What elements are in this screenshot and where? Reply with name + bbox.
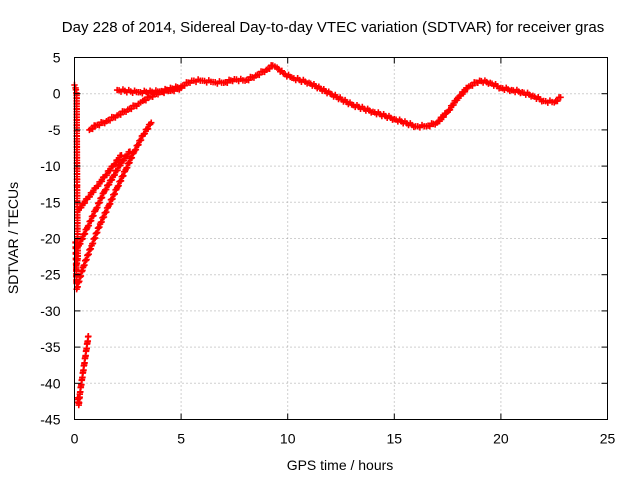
x-tick-label: 25 xyxy=(600,431,616,447)
data-point xyxy=(118,152,125,159)
y-tick-label: -35 xyxy=(40,339,60,355)
data-point-interp xyxy=(86,193,93,200)
y-tick-label: -20 xyxy=(40,231,60,247)
data-point-interp xyxy=(144,125,152,132)
data-point-interp xyxy=(81,199,89,207)
data-point xyxy=(72,238,79,246)
y-tick-label: -45 xyxy=(40,412,60,428)
data-point-interp xyxy=(107,167,114,174)
x-tick-label: 15 xyxy=(387,431,403,447)
data-point-interp xyxy=(554,97,561,105)
data-point-interp xyxy=(120,157,128,164)
data-point-interp xyxy=(256,71,263,79)
y-tick-label: 5 xyxy=(53,50,61,66)
x-tick-label: 20 xyxy=(493,431,509,447)
data-point-interp xyxy=(117,111,124,118)
data-point-interp xyxy=(137,136,145,144)
data-point-interp xyxy=(436,117,443,125)
x-tick-label: 5 xyxy=(177,431,185,447)
data-point xyxy=(557,94,564,101)
series-main-arc xyxy=(113,62,564,131)
chart-title: Day 228 of 2014, Sidereal Day-to-day VTE… xyxy=(62,19,604,36)
data-point-interp xyxy=(90,188,97,196)
data-point-interp xyxy=(115,156,123,163)
data-point-interp xyxy=(135,141,142,149)
data-point-interp xyxy=(103,171,110,179)
y-tick-label: -30 xyxy=(40,303,60,319)
x-tick-label: 0 xyxy=(71,431,79,447)
y-tick-label: -25 xyxy=(40,267,60,283)
series-descent-band-2 xyxy=(75,148,134,249)
series-rising-arc xyxy=(86,84,185,134)
data-point-interp xyxy=(450,101,457,109)
data-point xyxy=(85,333,92,340)
y-tick-label: -10 xyxy=(40,158,60,174)
series-low-cluster xyxy=(74,333,92,409)
data-point-interp xyxy=(114,166,121,174)
data-layer xyxy=(71,62,564,409)
x-tick-label: 10 xyxy=(280,431,296,447)
series-descent-band-1 xyxy=(73,119,155,293)
y-axis-label: SDTVAR / TECUs xyxy=(5,182,21,294)
y-tick-label: -5 xyxy=(48,122,61,138)
data-point-interp xyxy=(103,186,110,193)
data-point xyxy=(148,119,155,126)
data-point-interp xyxy=(457,92,465,100)
data-point xyxy=(126,148,134,155)
series-scattered-points xyxy=(71,81,81,287)
data-point-interp xyxy=(469,82,476,89)
y-tick-label: -40 xyxy=(40,375,60,391)
data-point-interp xyxy=(106,117,114,124)
data-point-interp xyxy=(266,65,273,73)
data-point-interp xyxy=(181,82,188,89)
data-point-interp xyxy=(105,181,113,188)
x-axis-label: GPS time / hours xyxy=(287,457,394,473)
data-point-interp xyxy=(141,130,149,137)
data-point-interp xyxy=(95,182,102,190)
data-point-interp xyxy=(98,178,106,185)
series-descent-band-3 xyxy=(75,152,125,213)
data-point-interp xyxy=(111,171,118,179)
data-point-interp xyxy=(132,146,140,153)
data-point xyxy=(177,84,185,92)
data-point-interp xyxy=(128,105,135,113)
tick-layer: 0 5 10 15 20 25 5 0 -5 -10 -15 -20 -25 -30 -35 -40 -45 xyxy=(40,50,615,447)
data-point-interp xyxy=(112,160,119,168)
data-point-interp xyxy=(461,88,469,95)
data-point-interp xyxy=(89,125,96,133)
data-point-interp xyxy=(142,97,150,104)
y-tick-label: -15 xyxy=(40,194,60,210)
data-point-interp xyxy=(245,76,252,84)
data-point-interp xyxy=(124,152,131,160)
y-tick-label: 0 xyxy=(53,86,61,102)
data-point-interp xyxy=(440,113,447,121)
data-point-interp xyxy=(149,93,156,101)
data-point-interp xyxy=(446,106,454,113)
